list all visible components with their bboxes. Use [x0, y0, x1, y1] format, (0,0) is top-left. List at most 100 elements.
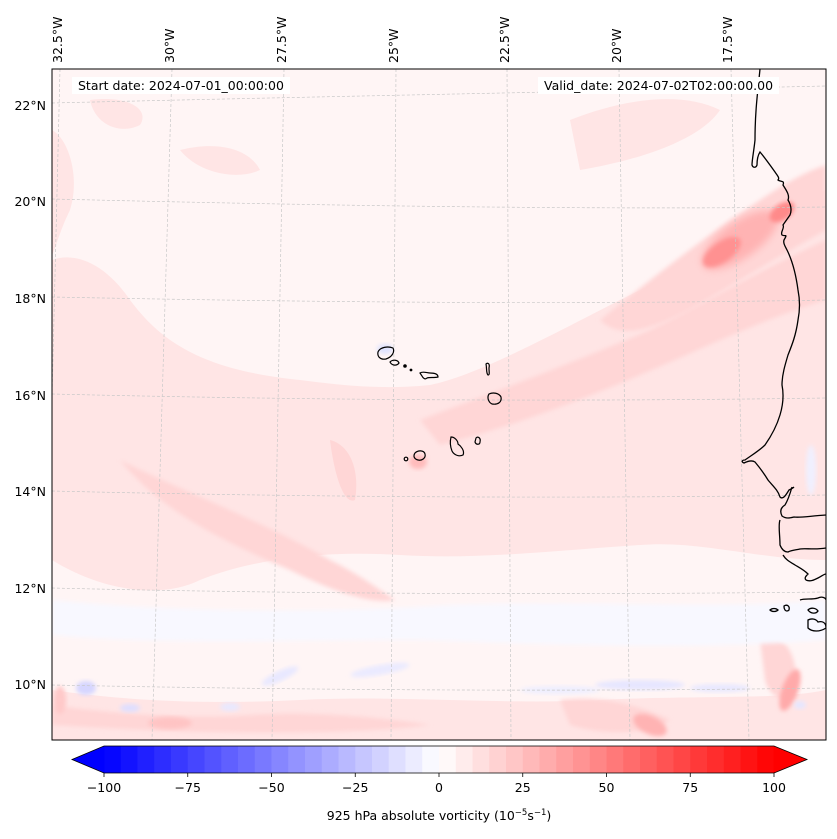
- colorbar-bin: [723, 746, 742, 773]
- colorbar-bin: [656, 746, 675, 773]
- colorbar-bin: [154, 746, 172, 773]
- island-sao-vicente: [389, 359, 400, 366]
- lat-label-20n: 20°N: [14, 194, 46, 209]
- gridline-lat-12: [52, 587, 826, 594]
- colorbar-tick-label: −25: [342, 780, 369, 795]
- colorbar-label-exp1: −5: [514, 808, 528, 818]
- colorbar-bin: [137, 746, 155, 773]
- bijagos-islet-3: [807, 607, 819, 614]
- gridline-lat-16: [52, 393, 826, 401]
- colorbar-bin: [455, 746, 474, 773]
- colorbar-bin: [355, 746, 373, 773]
- bijagos-islet-4: [807, 618, 826, 632]
- lat-label-18n: 18°N: [14, 291, 46, 306]
- island-islet: [409, 368, 413, 372]
- colorbar-bin: [539, 746, 557, 773]
- colorbar-tick-label: 25: [514, 780, 531, 795]
- island-sao-nicolau: [419, 371, 439, 380]
- colorbar-label-exp2: −1: [533, 808, 547, 818]
- colorbar-bin: [171, 746, 189, 773]
- colorbar-bin: [338, 746, 356, 773]
- colorbar-bin: [372, 746, 390, 773]
- gridline-lon-30: [151, 69, 173, 740]
- lat-label-14n: 14°N: [14, 484, 46, 499]
- lat-label-22n: 22°N: [14, 98, 46, 113]
- colorbar-bin: [707, 746, 725, 773]
- lat-label-16n: 16°N: [14, 388, 46, 403]
- graticule: [52, 69, 826, 740]
- colorbar-tick-label: −100: [86, 780, 122, 795]
- colorbar-ticks: [103, 773, 775, 777]
- colorbar-bin: [640, 746, 658, 773]
- colorbar-tick-label: −50: [258, 780, 285, 795]
- colorbar-bin: [204, 746, 222, 773]
- gridline-lon-17.5: [730, 69, 750, 740]
- colorbar-extend-low: [72, 746, 105, 773]
- colorbar-bin: [288, 746, 306, 773]
- colorbar-bin: [238, 746, 256, 773]
- africa-coastline: [741, 69, 826, 632]
- colorbar-tick-label: 75: [682, 780, 699, 795]
- colorbar-tick-label: −75: [174, 780, 201, 795]
- colorbar-bin: [573, 746, 591, 773]
- colorbar-bin: [740, 746, 758, 773]
- gridline-lon-20: [618, 69, 631, 740]
- island-santiago: [449, 436, 465, 457]
- colorbar-bin: [690, 746, 708, 773]
- vorticity-field: [52, 69, 826, 740]
- colorbar-tick-label: 50: [598, 780, 615, 795]
- colorbar-bins: [104, 746, 775, 773]
- colorbar-extend-high: [773, 746, 807, 773]
- bijagos-islet-1: [769, 607, 779, 613]
- valid-date-label: Valid_date: 2024-07-02T02:00:00.00: [538, 77, 780, 94]
- colorbar-bin: [254, 746, 273, 773]
- colorbar-bin: [589, 746, 608, 773]
- colorbar-bin: [522, 746, 541, 773]
- colorbar-bin: [321, 746, 340, 773]
- island-sal: [485, 362, 490, 376]
- gridline-lat-10: [52, 684, 826, 691]
- island-maio: [474, 436, 481, 445]
- colorbar-bin: [221, 746, 239, 773]
- colorbar-label: 925 hPa absolute vorticity (10−5s−1): [327, 808, 552, 823]
- gridline-lat-14: [52, 490, 826, 498]
- colorbar-bin: [489, 746, 507, 773]
- colorbar-bin: [673, 746, 691, 773]
- island-santo-antao: [377, 346, 395, 360]
- colorbar-bin: [757, 746, 775, 773]
- island-fogo: [413, 450, 426, 461]
- gridline-lon-25: [390, 69, 397, 740]
- island-brava: [403, 456, 409, 462]
- colorbar-bin: [187, 746, 206, 773]
- colorbar-bin: [120, 746, 139, 773]
- gridline-lon-32.5: [52, 69, 61, 401]
- cape-verde-islands: [377, 346, 502, 462]
- lat-label-12n: 12°N: [14, 581, 46, 596]
- guinea-coast: [799, 596, 826, 601]
- colorbar-bin: [623, 746, 641, 773]
- island-boa-vista: [487, 392, 502, 405]
- gridline-lat-20: [52, 198, 826, 209]
- colorbar-tick-label: 0: [435, 780, 443, 795]
- colorbar-bin: [271, 746, 289, 773]
- colorbar-bin: [405, 746, 423, 773]
- colorbar-bin: [556, 746, 574, 773]
- colorbar-bin: [388, 746, 407, 773]
- start-date-label: Start date: 2024-07-01_00:00:00: [72, 77, 290, 94]
- island-santa-luzia: [403, 364, 407, 368]
- colorbar-bin: [606, 746, 624, 773]
- colorbar-bin: [472, 746, 490, 773]
- colorbar-label-main: 925 hPa absolute vorticity (10: [326, 808, 515, 823]
- colorbar-bin: [104, 746, 122, 773]
- lat-label-10n: 10°N: [14, 677, 46, 692]
- gridline-lat-18: [52, 296, 826, 303]
- colorbar-bin: [506, 746, 524, 773]
- colorbar-bin: [422, 746, 440, 773]
- colorbar-tick-label: 100: [762, 780, 786, 795]
- colorbar-bin: [305, 746, 323, 773]
- bijagos-islet-2: [783, 604, 790, 612]
- colorbar-label-units: s: [527, 808, 534, 823]
- colorbar-bin: [439, 746, 457, 773]
